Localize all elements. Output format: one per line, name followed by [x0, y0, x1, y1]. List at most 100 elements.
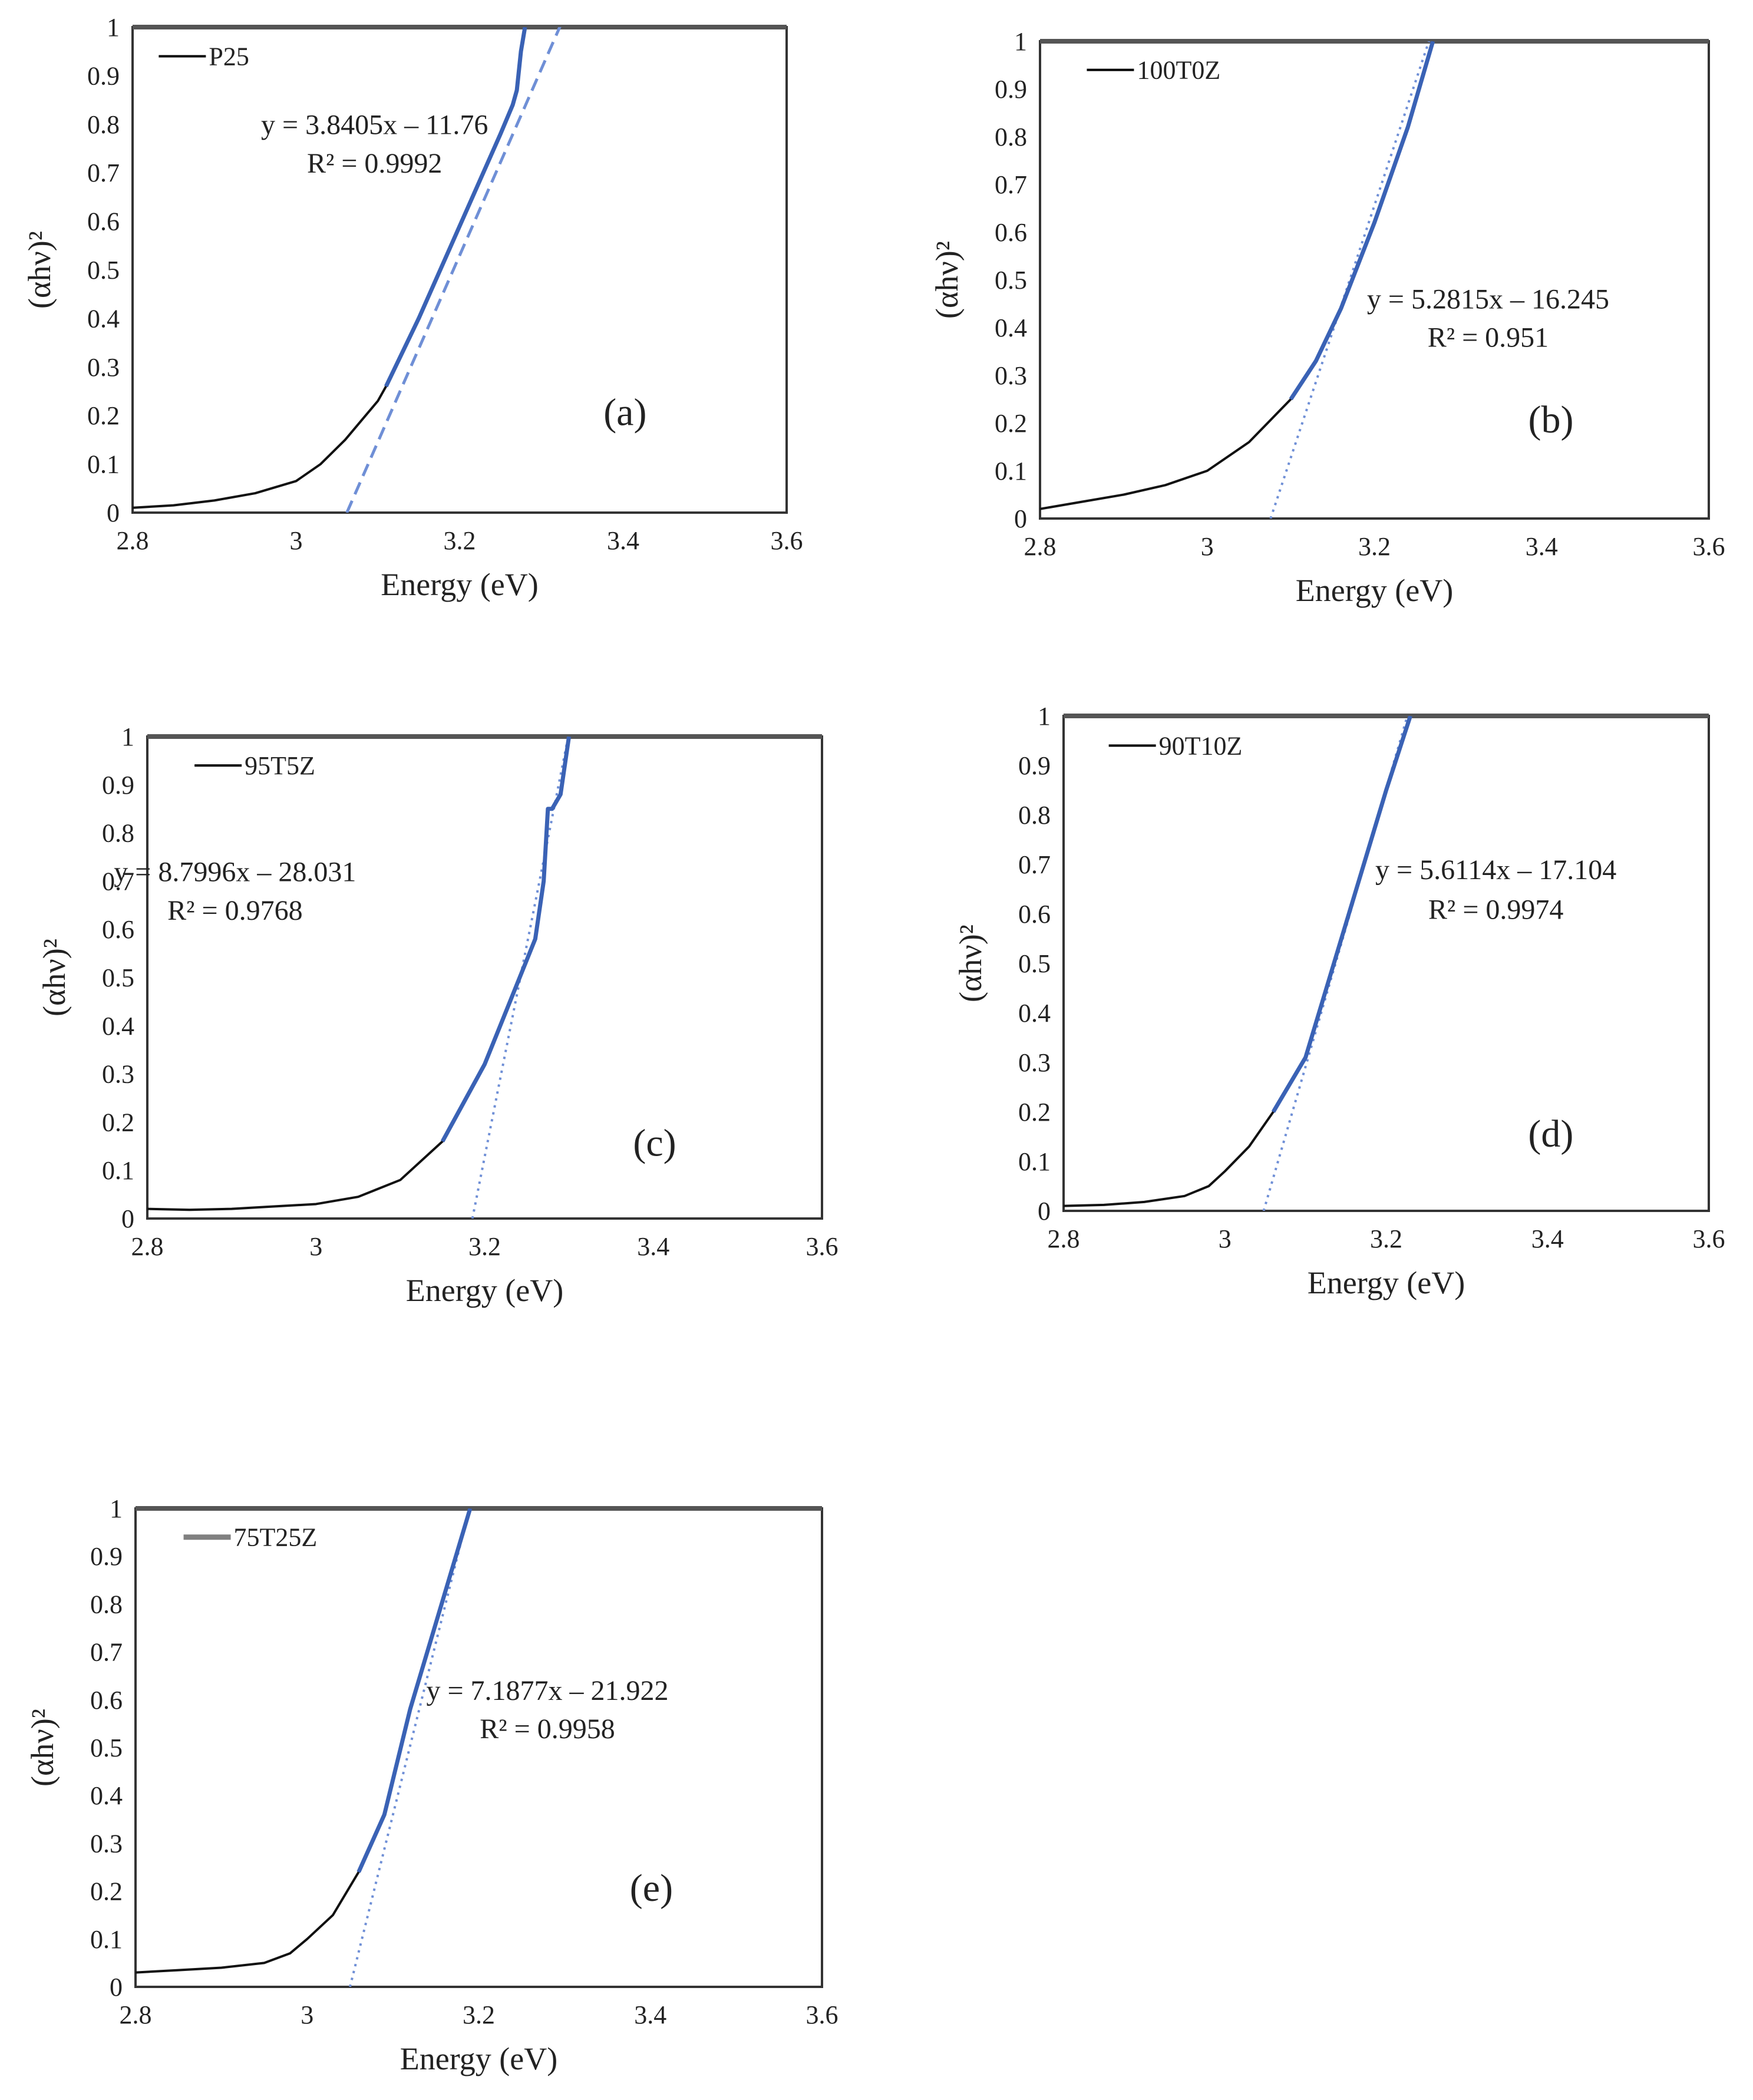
plot-frame — [131, 26, 788, 514]
fit-r-squared: R² = 0.9992 — [307, 148, 442, 179]
y-tick-label: 0.9 — [87, 61, 120, 90]
fit-equation: y = 7.1877x – 21.922 — [426, 1675, 668, 1706]
y-tick-label: 0.9 — [1018, 751, 1051, 780]
x-tick-label: 3.2 — [444, 526, 476, 555]
x-tick-label: 3.4 — [637, 1232, 669, 1261]
x-tick-label: 3.2 — [463, 2000, 495, 2029]
x-tick-label: 3.4 — [634, 2000, 666, 2029]
y-tick-label: 0 — [107, 498, 120, 527]
panel-label: (e) — [630, 1867, 673, 1910]
y-tick-label: 0.3 — [1018, 1048, 1051, 1077]
x-tick-label: 3.6 — [1693, 1224, 1725, 1253]
x-tick-label: 3.6 — [771, 526, 803, 555]
y-tick-label: 0.1 — [87, 450, 120, 479]
y-tick-label: 1 — [1038, 702, 1051, 731]
y-tick-label: 0.3 — [90, 1829, 123, 1858]
y-tick-label: 0.2 — [995, 409, 1027, 438]
panel-label: (a) — [603, 391, 646, 434]
y-tick-label: 0.4 — [87, 304, 120, 333]
fit-region-curve — [1271, 716, 1412, 1113]
y-tick-label: 0 — [1038, 1197, 1051, 1226]
legend-label: 95T5Z — [245, 751, 315, 780]
fit-r-squared: R² = 0.951 — [1428, 322, 1549, 353]
y-tick-label: 0.5 — [1018, 949, 1051, 978]
x-axis-title: Energy (eV) — [1296, 573, 1453, 608]
x-tick-label: 3.4 — [1526, 532, 1558, 561]
y-tick-label: 1 — [121, 722, 134, 751]
y-tick-label: 0.6 — [1018, 900, 1051, 929]
panel-a: 0 0.1 0.2 0.3 0.4 0.5 0.6 0.7 0.8 0.9 1 2.8 3 3.2 3.4 3… — [22, 13, 803, 602]
y-axis-title: (αhν)² — [22, 231, 57, 309]
data-curve — [1064, 716, 1412, 1207]
y-tick-label: 0.8 — [995, 123, 1027, 151]
y-tick-label: 0.2 — [87, 401, 120, 430]
fit-region-curve — [356, 1508, 473, 1873]
y-tick-label: 0.7 — [1018, 850, 1051, 879]
y-tick-label: 0.2 — [90, 1877, 123, 1906]
data-curve — [147, 737, 570, 1211]
y-tick-label: 0.1 — [995, 457, 1027, 486]
panel-label: (c) — [633, 1122, 676, 1165]
fit-region-curve — [384, 27, 527, 388]
y-tick-label: 0.4 — [1018, 999, 1051, 1028]
y-tick-label: 0.6 — [102, 915, 134, 944]
x-axis-title: Energy (eV) — [400, 2041, 557, 2076]
linear-fit-line — [1269, 41, 1431, 519]
legend-label: 100T0Z — [1137, 56, 1220, 85]
y-tick-label: 0.4 — [995, 313, 1027, 342]
fit-equation: y = 5.2815x – 16.245 — [1367, 284, 1609, 315]
y-tick-label: 0.7 — [102, 867, 134, 896]
y-tick-label: 0.2 — [102, 1108, 134, 1137]
data-curve — [1040, 41, 1434, 510]
x-axis-title: Energy (eV) — [406, 1273, 563, 1308]
y-tick-label: 0.6 — [90, 1686, 123, 1715]
fit-region-curve — [1289, 41, 1435, 401]
fit-r-squared: R² = 0.9958 — [480, 1713, 615, 1745]
linear-fit-line — [471, 737, 570, 1219]
y-tick-label: 0.8 — [87, 110, 120, 139]
panel-b: 0 0.1 0.2 0.3 0.4 0.5 0.6 0.7 0.8 0.9 1 2.8 3 3.2 3.4 3… — [929, 27, 1725, 608]
y-tick-label: 0.4 — [102, 1012, 134, 1041]
y-tick-label: 0.9 — [995, 75, 1027, 104]
y-axis-title: (αhν)² — [953, 924, 988, 1002]
y-tick-label: 0 — [121, 1204, 134, 1233]
linear-fit-line — [345, 27, 562, 513]
y-tick-label: 0.8 — [102, 819, 134, 848]
x-tick-label: 3 — [301, 2000, 313, 2029]
y-tick-label: 0.9 — [102, 771, 134, 800]
plot-frame — [1039, 40, 1710, 520]
legend-label: 90T10Z — [1159, 731, 1243, 760]
x-tick-label: 3 — [1201, 532, 1214, 561]
y-axis-title: (αhν)² — [929, 241, 965, 319]
x-axis-title: Energy (eV) — [1308, 1265, 1465, 1300]
y-tick-label: 0.7 — [87, 159, 120, 187]
y-tick-label: 0.2 — [1018, 1098, 1051, 1127]
x-tick-label: 3 — [1219, 1224, 1232, 1253]
y-tick-label: 0.3 — [995, 361, 1027, 390]
fit-equation: y = 5.6114x – 17.104 — [1375, 854, 1616, 886]
x-tick-label: 2.8 — [117, 526, 149, 555]
fit-r-squared: R² = 0.9974 — [1428, 894, 1563, 925]
y-tick-label: 0.9 — [90, 1542, 123, 1571]
x-tick-label: 3.2 — [1370, 1224, 1402, 1253]
y-tick-label: 0.7 — [995, 170, 1027, 199]
x-tick-label: 3.6 — [806, 2000, 838, 2029]
y-tick-label: 0.5 — [995, 266, 1027, 295]
x-tick-label: 3.6 — [806, 1232, 838, 1261]
y-tick-label: 0 — [110, 1973, 123, 2002]
panel-c: 0 0.1 0.2 0.3 0.4 0.5 0.6 0.7 0.8 0.9 1 2.8 3 3.2 3.4 3… — [37, 722, 838, 1308]
y-tick-label: 0.6 — [87, 207, 120, 236]
x-tick-label: 2.8 — [131, 1232, 164, 1261]
fit-r-squared: R² = 0.9768 — [167, 895, 302, 926]
x-tick-label: 3 — [290, 526, 303, 555]
y-axis-title: (αhν)² — [37, 939, 72, 1016]
y-tick-label: 0.4 — [90, 1781, 123, 1810]
x-tick-label: 3.6 — [1693, 532, 1725, 561]
x-axis-title: Energy (eV) — [381, 567, 538, 602]
y-tick-label: 0.3 — [102, 1060, 134, 1089]
y-tick-label: 1 — [1014, 27, 1027, 56]
fit-equation: y = 3.8405x – 11.76 — [261, 109, 488, 140]
x-tick-label: 2.8 — [1024, 532, 1057, 561]
x-tick-label: 3.2 — [1358, 532, 1391, 561]
